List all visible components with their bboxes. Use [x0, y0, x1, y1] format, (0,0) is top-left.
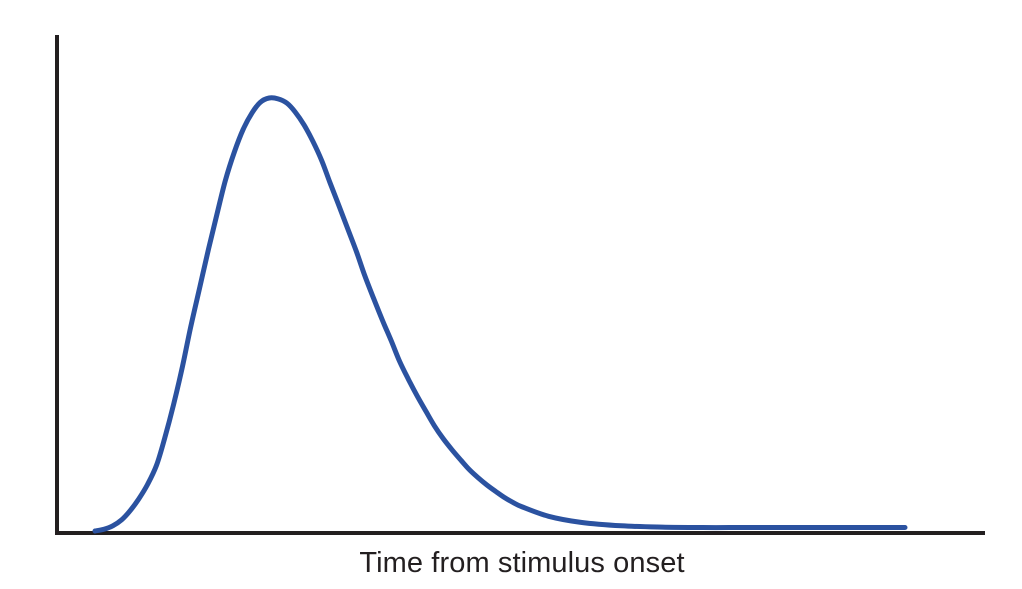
x-axis-label-text: Time from stimulus onset	[359, 547, 685, 579]
response-curve	[92, 95, 908, 534]
x-axis-label: Time from stimulus onset	[0, 546, 1022, 580]
